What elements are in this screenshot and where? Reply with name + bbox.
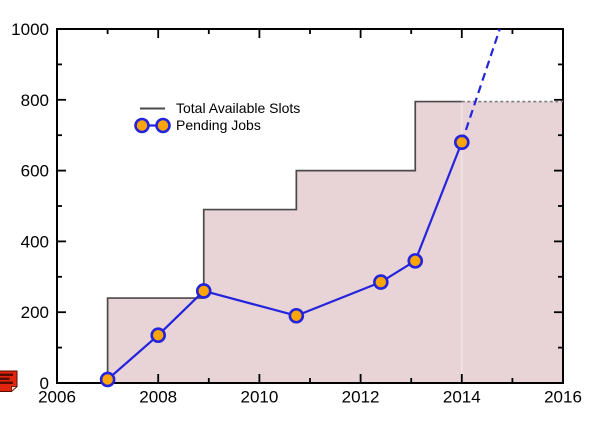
data-marker — [407, 253, 424, 269]
data-marker — [373, 274, 389, 290]
step-line — [106, 100, 462, 383]
fill-layer — [107, 101, 563, 383]
red-note-icon — [0, 370, 19, 393]
x-tick-label: 2008 — [139, 388, 177, 407]
y-tick-label: 800 — [21, 91, 49, 110]
y-tick-label: 0 — [40, 374, 49, 393]
pending-line-dashed — [460, 28, 501, 143]
x-tick-label: 2014 — [443, 388, 481, 407]
legend: Total Available Slots Pending Jobs — [134, 100, 300, 134]
data-marker — [150, 327, 166, 344]
legend-label-total-slots: Total Available Slots — [176, 100, 300, 116]
note-line — [0, 377, 10, 380]
data-marker — [195, 283, 212, 299]
y-tick-label: 400 — [21, 232, 49, 251]
note-line — [0, 373, 13, 376]
x-tick-label: 2010 — [240, 388, 278, 407]
marker-layer — [99, 134, 470, 388]
legend-marker-circle — [155, 117, 171, 134]
x-tick-label: 2016 — [544, 388, 582, 407]
y-tick-label: 1000 — [11, 20, 49, 39]
step-fill — [107, 101, 563, 383]
data-marker — [288, 307, 305, 324]
x-tick-label: 2006 — [38, 388, 76, 407]
x-tick-label: 2012 — [342, 388, 380, 407]
tick-label-layer: 2006 2008 2010 2012 2014 2016 0 200 400 600 800 100… — [11, 20, 582, 407]
y-tick-label: 600 — [21, 162, 49, 181]
note-line — [0, 381, 13, 384]
data-marker — [453, 134, 470, 151]
note-fold — [11, 386, 19, 393]
y-tick-label: 200 — [21, 303, 49, 322]
data-marker — [99, 371, 116, 388]
tick-layer — [56, 28, 564, 384]
legend-label-pending-jobs: Pending Jobs — [176, 117, 261, 133]
legend-marker-circle — [134, 117, 150, 134]
